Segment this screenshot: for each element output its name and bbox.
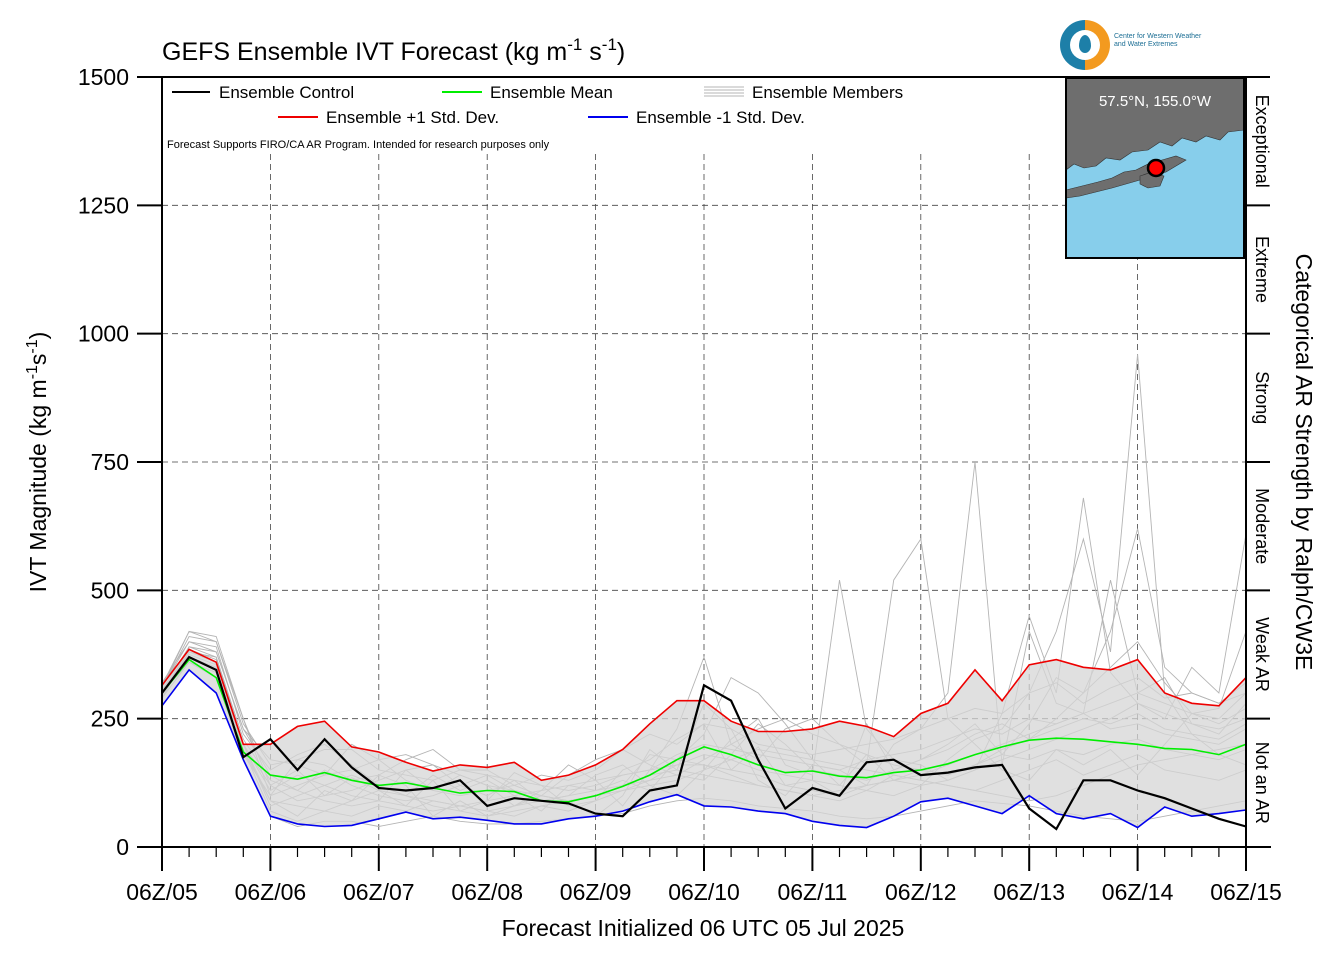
map-land-north	[1065, 77, 1245, 171]
x-tick-label: 06Z/05	[126, 879, 198, 905]
x-axis-label: Forecast Initialized 06 UTC 05 Jul 2025	[502, 915, 905, 941]
spread-area	[162, 649, 1246, 828]
chart-title: GEFS Ensemble IVT Forecast (kg m-1 s-1)	[162, 35, 625, 66]
series-lines	[161, 648, 1247, 831]
category-label: Weak AR	[1252, 617, 1272, 692]
legend-label-control: Ensemble Control	[219, 83, 354, 102]
legend-label-minus-std: Ensemble -1 Std. Dev.	[636, 108, 805, 127]
cw3e-logo: Center for Western Weather and Water Ext…	[1056, 18, 1256, 74]
y-tick-label: 250	[91, 706, 129, 732]
x-tick-label: 06Z/08	[451, 879, 523, 905]
category-label: Moderate	[1252, 488, 1272, 564]
y-axis-label: IVT Magnitude (kg m-1s-1)	[24, 332, 51, 593]
category-label: Not an AR	[1252, 742, 1272, 824]
series-mean	[161, 658, 1247, 803]
water-drop-icon	[1079, 35, 1091, 53]
legend: Ensemble Control Ensemble Mean Ensemble …	[167, 83, 903, 151]
series-plus_std	[161, 648, 1247, 782]
y-tick-label: 1250	[78, 192, 129, 218]
x-tick-label: 06Z/09	[560, 879, 632, 905]
inset-map: 57.5°N, 155.0°W	[1065, 77, 1245, 259]
std-dev-spread	[162, 649, 1246, 828]
map-location-label: 57.5°N, 155.0°W	[1099, 93, 1212, 110]
x-tick-label: 06Z/15	[1210, 879, 1282, 905]
research-note: Forecast Supports FIRO/CA AR Program. In…	[167, 139, 550, 151]
category-label: Extreme	[1252, 236, 1272, 303]
x-tick-label: 06Z/07	[343, 879, 415, 905]
y-tick-label: 1000	[78, 321, 129, 347]
category-label: Exceptional	[1252, 95, 1272, 188]
y-tick-label: 500	[91, 577, 129, 603]
x-tick-label: 06Z/11	[777, 879, 847, 905]
category-label: Strong	[1252, 371, 1272, 424]
x-tick-label: 06Z/06	[235, 879, 307, 905]
legend-label-members: Ensemble Members	[752, 83, 903, 102]
y-tick-label: 750	[91, 449, 129, 475]
legend-swatch-members	[704, 86, 744, 97]
ar-strength-axis-label: Categorical AR Strength by Ralph/CW3E	[1291, 254, 1317, 671]
axis-ticks: 0 250 500 750 1000 1250 1500 06Z/05 06Z/06 06Z/07…	[78, 64, 1282, 905]
x-tick-label: 06Z/12	[885, 879, 957, 905]
logo-text: Center for Western Weather and Water Ext…	[1114, 33, 1202, 48]
logo-ring	[1060, 20, 1110, 70]
legend-label-plus-std: Ensemble +1 Std. Dev.	[326, 108, 499, 127]
y-tick-label: 1500	[78, 64, 129, 90]
grid	[162, 154, 1246, 847]
legend-label-mean: Ensemble Mean	[490, 83, 613, 102]
x-tick-label: 06Z/13	[993, 879, 1065, 905]
x-tick-label: 06Z/10	[668, 879, 740, 905]
x-tick-label: 06Z/14	[1102, 879, 1174, 905]
series-minus_std	[161, 668, 1247, 829]
series-control	[161, 655, 1247, 831]
location-marker	[1146, 158, 1166, 178]
y-tick-label: 0	[116, 834, 129, 860]
